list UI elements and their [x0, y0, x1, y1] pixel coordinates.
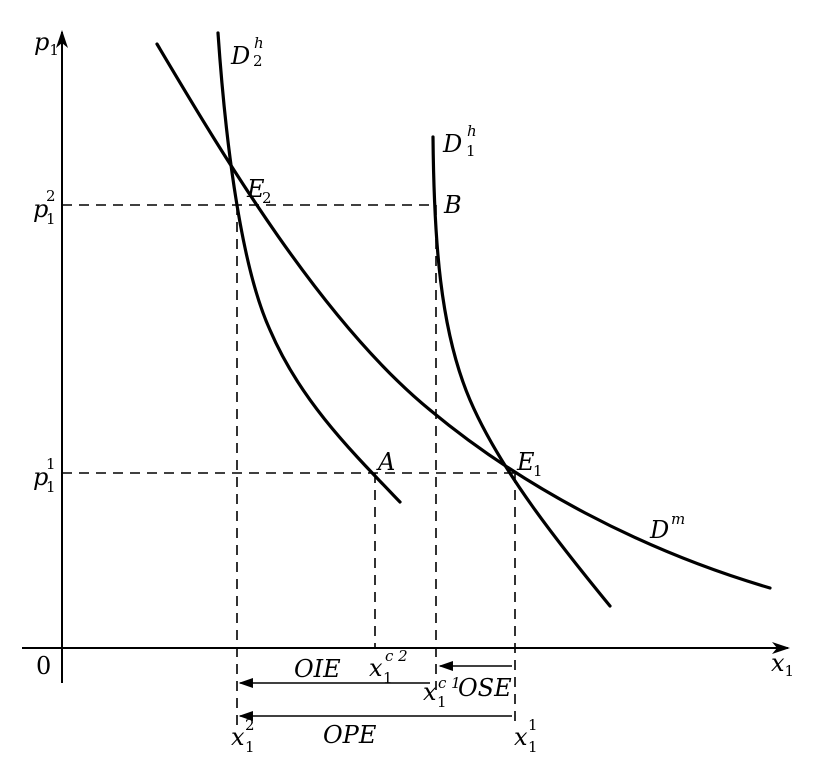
- xc1-label: x c 1 1: [423, 666, 468, 711]
- d1h-label: D h 1: [442, 114, 484, 160]
- x1-label: x 1 1: [514, 708, 545, 756]
- income-effect-label: OIE: [294, 655, 341, 683]
- xc2-label: x c 2 1: [369, 639, 415, 687]
- marshallian-demand-curve: [155, 42, 772, 590]
- origin-label: 0: [36, 652, 51, 680]
- compensated-demand-curve-2: [216, 31, 402, 504]
- e2-label: E 2: [246, 175, 272, 207]
- x2-label: x 2 1: [231, 708, 262, 756]
- substitution-effect-label: OSE: [458, 674, 512, 702]
- a-label: A: [376, 448, 395, 476]
- dm-label: D m: [649, 510, 685, 544]
- y-axis-arrowhead: [56, 30, 68, 48]
- y-axis-label: p1: [34, 28, 59, 59]
- d2h-label: D h 2: [230, 26, 271, 70]
- price-high-label: p 2 1: [33, 179, 63, 228]
- e1-label: E 1: [516, 448, 543, 480]
- price-low-label: p 1 1: [33, 447, 63, 496]
- price-effect-label: OPE: [323, 721, 377, 749]
- compensated-demand-curve-1: [431, 135, 612, 608]
- b-label: B: [443, 191, 462, 219]
- x-axis-label: x1: [771, 649, 794, 680]
- x-axis-arrowhead: [772, 642, 790, 654]
